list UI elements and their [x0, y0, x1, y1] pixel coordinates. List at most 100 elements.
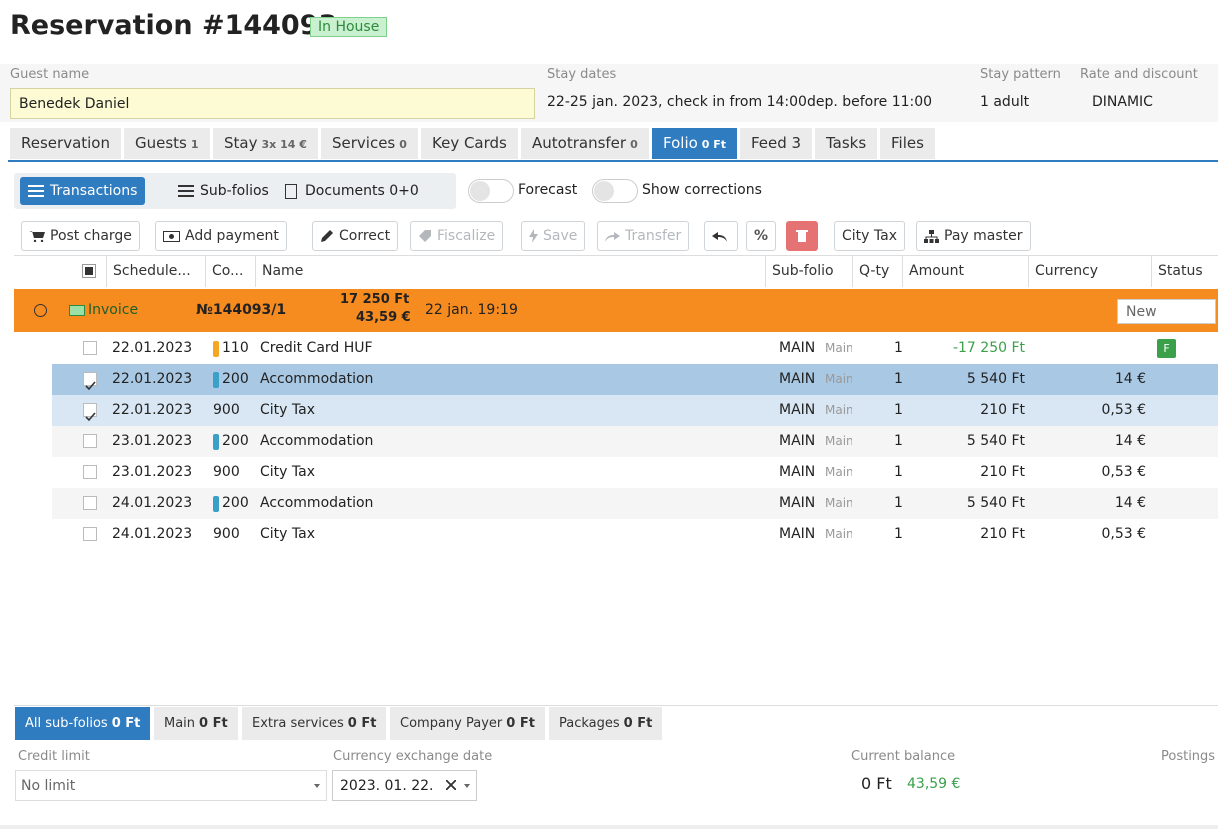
row-amount: 210 Ft [980, 526, 1025, 542]
clear-icon[interactable] [446, 780, 456, 790]
transaction-row[interactable]: 22.01.2023 200 Accommodation MAIN Main 1 5 540… [52, 364, 1218, 395]
tab[interactable]: Folio 0 Ft [652, 128, 738, 159]
row-date: 24.01.2023 [112, 526, 193, 542]
column-header[interactable]: Co... [205, 256, 255, 287]
subfolio-tab[interactable]: Company Payer 0 Ft [390, 707, 545, 740]
view-tab[interactable]: Transactions [20, 177, 146, 205]
column-header[interactable]: Currency [1028, 256, 1151, 287]
transaction-row[interactable]: 23.01.2023 200 Accommodation MAIN Main 1 5 540… [52, 426, 1218, 457]
row-code: 900 [213, 402, 240, 418]
discount-button[interactable]: % [746, 221, 777, 251]
correct-button[interactable]: Correct [312, 221, 399, 251]
undo-button[interactable] [704, 221, 738, 251]
row-qty: 1 [894, 495, 903, 511]
table-bottom [14, 705, 1218, 706]
code-marker [213, 434, 219, 450]
tab[interactable]: Services 0 [321, 128, 418, 159]
code-marker [213, 496, 219, 512]
tab[interactable]: Files [880, 128, 935, 159]
check-icon [85, 412, 96, 422]
tab-label: Stay [224, 134, 258, 152]
tab[interactable]: Autotransfer 0 [521, 128, 649, 159]
column-header[interactable]: Schedule... [106, 256, 201, 287]
field-label: Stay dates [547, 67, 617, 82]
invoice-amount: 17 250 Ft [340, 292, 410, 307]
add-payment-button[interactable]: Add payment [155, 221, 287, 251]
transaction-row[interactable]: 24.01.2023 200 Accommodation MAIN Main 1 5 540… [52, 488, 1218, 519]
toggle-knob [594, 181, 614, 201]
transaction-row[interactable]: 22.01.2023 900 City Tax MAIN Main 1 210 Ft 0,53… [52, 395, 1218, 426]
view-icon [178, 185, 194, 197]
row-name: City Tax [260, 526, 315, 542]
column-header[interactable]: Q-ty [852, 256, 902, 287]
invoice-number: №144093/1 [196, 302, 287, 318]
column-header[interactable]: Sub-folio [765, 256, 851, 287]
row-name: Credit Card HUF [260, 340, 373, 356]
dropdown-arrow [314, 784, 320, 788]
transfer-button[interactable]: Transfer [597, 221, 690, 251]
row-code: 200 [222, 495, 249, 511]
row-name: Accommodation [260, 371, 374, 387]
tab[interactable]: Guests 1 [124, 128, 210, 159]
guest-name-input[interactable]: Benedek Daniel [10, 88, 535, 119]
row-checkbox[interactable] [83, 403, 97, 422]
row-name: City Tax [260, 402, 315, 418]
row-currency: 0,53 € [1101, 464, 1146, 480]
tab-label: Tasks [826, 134, 867, 152]
tab[interactable]: Key Cards [421, 128, 518, 159]
select-all-checkbox[interactable] [82, 264, 96, 278]
column-header[interactable]: Name [255, 256, 765, 287]
invoice-row[interactable] [14, 289, 1218, 332]
view-tab-label: Sub-folios [200, 183, 269, 199]
subfolio-tab[interactable]: Packages 0 Ft [549, 707, 663, 740]
exchange-date-input[interactable]: 2023. 01. 22. [332, 770, 477, 801]
row-checkbox[interactable] [83, 372, 97, 391]
tab[interactable]: Stay 3x 14 € [213, 128, 318, 159]
view-icon [28, 185, 44, 197]
field-label: Currency exchange date [333, 749, 493, 764]
row-date: 22.01.2023 [112, 371, 193, 387]
row-status: F [1157, 339, 1176, 358]
transaction-row[interactable]: 24.01.2023 900 City Tax MAIN Main 1 210 Ft 0,53… [52, 519, 1218, 550]
row-checkbox[interactable] [83, 496, 97, 510]
pay-master-button[interactable]: Pay master [916, 221, 1031, 251]
row-checkbox[interactable] [83, 465, 97, 479]
row-checkbox[interactable] [83, 434, 97, 448]
view-icon [285, 184, 297, 199]
delete-button[interactable] [786, 221, 818, 251]
column-header[interactable]: Amount [902, 256, 1028, 287]
expand-icon[interactable] [34, 304, 47, 317]
trash-icon [796, 230, 808, 242]
column-header[interactable]: Status [1151, 256, 1218, 287]
check-icon [85, 381, 96, 391]
save-button[interactable]: Save [521, 221, 586, 251]
tab-label: Feed 3 [751, 134, 802, 152]
subfolio-label: All sub-folios [25, 716, 108, 731]
row-checkbox[interactable] [83, 527, 97, 541]
tab[interactable]: Tasks [815, 128, 878, 159]
tab-badge: 0 Ft [701, 138, 727, 151]
invoice-status[interactable]: New [1117, 299, 1216, 324]
transaction-row[interactable]: 22.01.2023 110 Credit Card HUF MAIN Main 1 -17… [52, 333, 1218, 364]
tab[interactable]: Reservation [10, 128, 121, 159]
post-charge-button[interactable]: Post charge [21, 221, 140, 251]
fiscalize-button[interactable]: Fiscalize [410, 221, 504, 251]
row-amount: 5 540 Ft [966, 495, 1025, 511]
subfolio-tab[interactable]: Extra services 0 Ft [242, 707, 387, 740]
transaction-row[interactable]: 23.01.2023 900 City Tax MAIN Main 1 210 Ft 0,53… [52, 457, 1218, 488]
view-tab[interactable]: Sub-folios [170, 177, 277, 205]
view-tab[interactable]: Documents 0+0 [275, 177, 427, 205]
row-subfolio: MAIN [779, 526, 816, 542]
subfolio-tab[interactable]: All sub-folios 0 Ft [15, 707, 151, 740]
subfolio-tab[interactable]: Main 0 Ft [154, 707, 238, 740]
row-date: 22.01.2023 [112, 402, 193, 418]
row-code: 200 [222, 433, 249, 449]
label: Save [543, 228, 578, 244]
tab[interactable]: Feed 3 [740, 128, 813, 159]
city-tax-button[interactable]: City Tax [834, 221, 905, 251]
row-checkbox[interactable] [83, 341, 97, 355]
toggle-label: Forecast [518, 182, 578, 198]
row-date: 22.01.2023 [112, 340, 193, 356]
credit-limit-select[interactable]: No limit [15, 770, 327, 801]
